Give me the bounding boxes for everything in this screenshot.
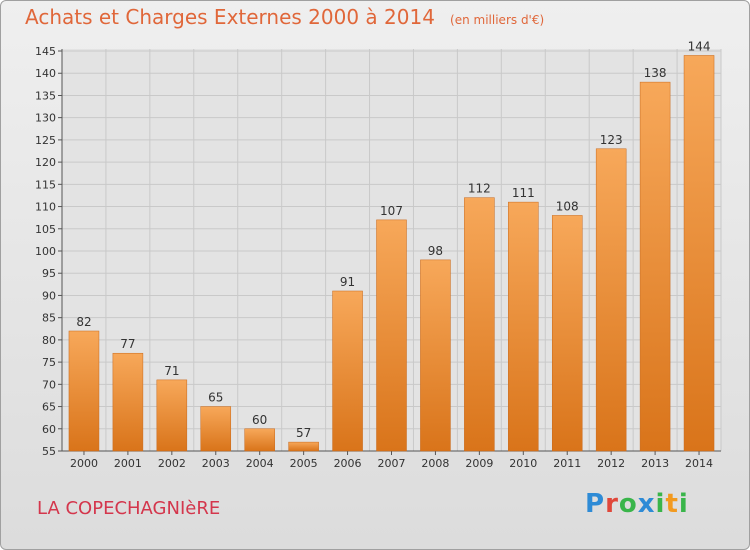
bar <box>288 441 319 452</box>
y-tick-label: 105 <box>35 223 56 236</box>
bar <box>595 148 627 452</box>
x-tick-label: 2014 <box>685 457 713 470</box>
bar <box>332 290 363 452</box>
data-label: 123 <box>600 133 623 147</box>
data-label: 107 <box>380 204 403 218</box>
data-label: 112 <box>468 182 491 196</box>
y-tick-label: 65 <box>42 401 56 414</box>
data-label: 144 <box>688 39 711 53</box>
data-label: 98 <box>428 244 443 258</box>
y-tick-label: 80 <box>42 334 56 347</box>
data-label: 82 <box>76 315 91 329</box>
x-tick-label: 2005 <box>290 457 318 470</box>
x-tick-label: 2011 <box>553 457 581 470</box>
data-label: 77 <box>120 337 135 351</box>
y-tick-label: 110 <box>35 201 56 214</box>
bar <box>464 197 495 452</box>
title-row: Achats et Charges Externes 2000 à 2014 (… <box>25 5 544 29</box>
y-tick-label: 85 <box>42 312 56 325</box>
x-tick-label: 2008 <box>421 457 449 470</box>
x-tick-label: 2002 <box>158 457 186 470</box>
bar <box>551 215 583 452</box>
y-tick-label: 75 <box>42 356 56 369</box>
bars <box>68 55 715 452</box>
y-tick-label: 145 <box>35 45 56 58</box>
x-tick-label: 2012 <box>597 457 625 470</box>
data-label: 108 <box>556 199 579 213</box>
bar <box>639 81 671 452</box>
data-label: 65 <box>208 391 223 405</box>
bar <box>376 219 407 452</box>
place-name: LA COPECHAGNIèRE <box>37 498 221 519</box>
x-tick-label: 2009 <box>465 457 493 470</box>
y-tick-label: 70 <box>42 378 56 391</box>
data-label: 111 <box>512 186 535 200</box>
bar <box>156 379 188 452</box>
bar <box>683 55 715 452</box>
y-ticks: 55 60 65 70 75 80 85 90 95 100 105 110 115 120 125 130 1… <box>35 45 56 458</box>
bar <box>244 428 275 452</box>
x-tick-label: 2003 <box>202 457 230 470</box>
bar <box>68 330 100 452</box>
data-label: 91 <box>340 275 355 289</box>
bar <box>200 406 232 452</box>
y-tick-label: 115 <box>35 178 56 191</box>
y-tick-label: 60 <box>42 423 56 436</box>
y-tick-label: 140 <box>35 67 56 80</box>
y-tick-label: 135 <box>35 89 56 102</box>
bar <box>112 352 144 452</box>
x-tick-label: 2006 <box>334 457 362 470</box>
bar <box>420 259 451 452</box>
proxiti-logo: Proxiti <box>585 489 689 519</box>
bar <box>508 201 539 452</box>
y-tick-label: 90 <box>42 289 56 302</box>
data-labels: 82 77 71 65 60 57 91 107 98 112 111 108 123 138 144 <box>76 39 710 440</box>
y-tick-label: 120 <box>35 156 56 169</box>
data-label: 138 <box>644 66 667 80</box>
chart-title: Achats et Charges Externes 2000 à 2014 <box>25 5 435 29</box>
y-tick-label: 55 <box>42 445 56 458</box>
y-tick-label: 95 <box>42 267 56 280</box>
x-tick-label: 2001 <box>114 457 142 470</box>
data-label: 60 <box>252 413 267 427</box>
y-tick-label: 130 <box>35 112 56 125</box>
y-tick-label: 100 <box>35 245 56 258</box>
data-label: 71 <box>164 364 179 378</box>
x-tick-label: 2013 <box>641 457 669 470</box>
x-tick-label: 2000 <box>70 457 98 470</box>
data-label: 57 <box>296 426 311 440</box>
x-ticks: 2000 2001 2002 2003 2004 2005 2006 2007 2008 2009… <box>70 457 713 470</box>
x-tick-label: 2007 <box>378 457 406 470</box>
y-tick-label: 125 <box>35 134 56 147</box>
x-tick-label: 2004 <box>246 457 274 470</box>
chart-subtitle: (en milliers d'€) <box>450 13 545 27</box>
x-tick-label: 2010 <box>509 457 537 470</box>
